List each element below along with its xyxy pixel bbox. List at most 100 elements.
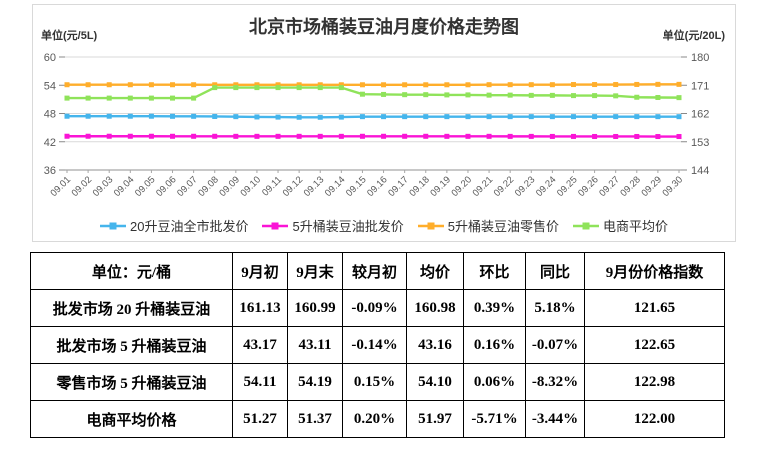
series-line	[67, 86, 680, 100]
table-row: 批发市场 20 升桶装豆油 161.13 160.99 -0.09% 160.98 0.3…	[30, 289, 725, 327]
data-point-marker	[655, 94, 661, 100]
data-point-marker	[212, 85, 218, 91]
data-point-marker	[465, 114, 471, 120]
x-axis-date-label: 09.22	[492, 174, 517, 199]
table-header-cell: 环比	[463, 252, 526, 290]
table-header-cell: 9月份价格指数	[584, 252, 725, 290]
data-point-marker	[634, 81, 640, 87]
data-point-marker	[528, 114, 534, 120]
data-point-marker	[655, 81, 661, 87]
legend-marker-icon	[572, 222, 599, 229]
left-axis-tick-label: 36	[44, 165, 56, 177]
data-point-marker	[338, 82, 344, 88]
table-cell: 54.19	[287, 363, 343, 401]
line-chart: 60 180 54 171 48 162 42 153 36 144 09.0109.0209.03…	[44, 52, 710, 199]
data-point-marker	[85, 133, 91, 139]
data-point-marker	[148, 133, 154, 139]
left-axis-tick-label: 54	[44, 80, 56, 92]
data-point-marker	[381, 91, 387, 97]
data-point-marker	[486, 82, 492, 88]
right-axis-tick-label: 144	[691, 165, 709, 177]
data-point-marker	[507, 114, 513, 120]
legend-marker-icon	[262, 222, 289, 229]
x-axis-date-label: 09.19	[428, 174, 453, 199]
data-point-marker	[528, 82, 534, 88]
x-axis-date-label: 09.27	[597, 174, 622, 199]
table-header-cell: 较月初	[342, 252, 407, 290]
left-axis-tick-label: 48	[44, 109, 56, 121]
table-cell: 0.39%	[463, 289, 526, 327]
data-point-marker	[465, 82, 471, 88]
data-point-marker	[613, 114, 619, 120]
data-point-marker	[254, 85, 260, 91]
data-point-marker	[170, 95, 176, 101]
x-axis-date-label: 09.14	[323, 174, 348, 199]
x-axis-date-label: 09.01	[49, 174, 74, 199]
x-axis-date-label: 09.23	[513, 174, 538, 199]
table-cell: 54.11	[232, 363, 288, 401]
data-point-marker	[444, 92, 450, 98]
data-point-marker	[275, 133, 281, 139]
legend-item: 5升桶装豆油批发价	[262, 216, 404, 235]
data-point-marker	[85, 82, 91, 88]
x-axis-date-label: 09.18	[407, 174, 432, 199]
table-cell: -0.14%	[342, 326, 407, 364]
data-point-marker	[275, 82, 281, 88]
data-point-marker	[64, 113, 70, 119]
data-point-marker	[359, 91, 365, 97]
data-point-marker	[423, 82, 429, 88]
data-point-marker	[233, 85, 239, 91]
data-point-marker	[486, 114, 492, 120]
data-point-marker	[423, 114, 429, 120]
right-axis-unit-label: 单位(元/20L)	[662, 30, 725, 42]
data-point-marker	[254, 114, 260, 120]
data-point-marker	[275, 114, 281, 120]
table-cell: 51.97	[406, 400, 464, 438]
legend-label: 5升桶装豆油零售价	[447, 219, 559, 234]
data-point-marker	[402, 114, 408, 120]
legend-item: 20升豆油全市批发价	[100, 216, 248, 235]
legend-label: 5升桶装豆油批发价	[292, 219, 404, 234]
x-axis-date-label: 09.10	[238, 174, 263, 199]
data-point-marker	[549, 92, 555, 98]
data-point-marker	[85, 95, 91, 101]
x-axis-date-label: 09.26	[576, 174, 601, 199]
data-point-marker	[296, 133, 302, 139]
x-axis-date-label: 09.06	[154, 174, 179, 199]
data-point-marker	[64, 133, 70, 139]
data-point-marker	[570, 133, 576, 139]
data-point-marker	[592, 133, 598, 139]
data-point-marker	[106, 82, 112, 88]
data-point-marker	[296, 85, 302, 91]
series-5升桶装豆油批发价	[64, 133, 682, 140]
data-point-marker	[655, 114, 661, 120]
data-point-marker	[634, 133, 640, 139]
data-point-marker	[148, 95, 154, 101]
data-point-marker	[85, 113, 91, 119]
series-5升桶装豆油零售价	[64, 81, 682, 88]
table-row: 零售市场 5 升桶装豆油 54.11 54.19 0.15% 54.10 0.06% -8.…	[30, 363, 725, 401]
data-point-marker	[64, 82, 70, 88]
table-cell: 43.16	[406, 326, 464, 364]
data-point-marker	[676, 95, 682, 101]
data-point-marker	[148, 113, 154, 119]
data-point-marker	[402, 133, 408, 139]
x-axis-date-label: 09.05	[133, 174, 158, 199]
table-header-cell: 9月初	[232, 252, 288, 290]
chart-legend: 20升豆油全市批发价 5升桶装豆油批发价 5升桶装豆油零售价 电商平均价	[33, 216, 735, 235]
table-cell: -0.09%	[342, 289, 407, 327]
data-point-marker	[507, 92, 513, 98]
table-cell: 批发市场 5 升桶装豆油	[30, 326, 233, 364]
table-cell: -0.07%	[525, 326, 585, 364]
left-axis-tick-label: 42	[44, 137, 56, 149]
data-point-marker	[317, 114, 323, 120]
data-point-marker	[634, 114, 640, 120]
table-cell: 54.10	[406, 363, 464, 401]
data-point-marker	[212, 113, 218, 119]
data-point-marker	[592, 93, 598, 99]
table-cell: 121.65	[584, 289, 725, 327]
data-point-marker	[570, 82, 576, 88]
table-cell: 51.27	[232, 400, 288, 438]
table-cell: 0.20%	[342, 400, 407, 438]
